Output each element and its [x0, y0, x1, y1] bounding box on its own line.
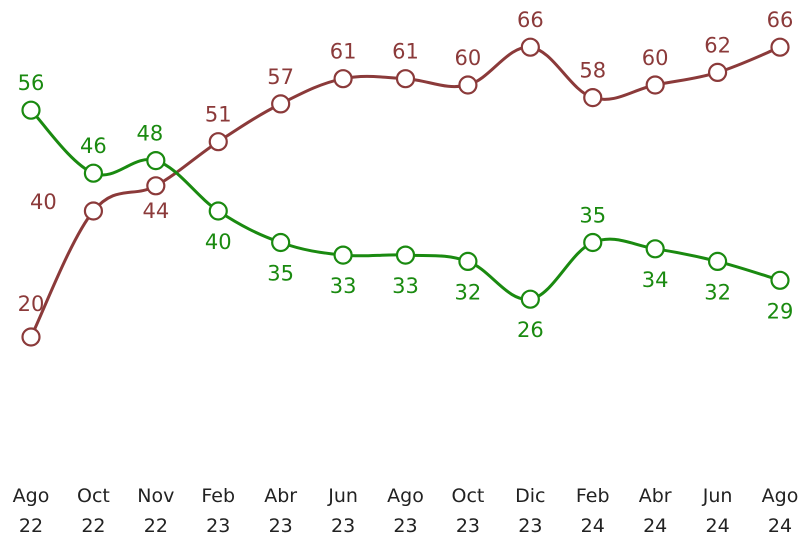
- x-tick-year-6: 23: [331, 515, 355, 537]
- series-1-point-10: [583, 87, 603, 108]
- series-1-point-7: [395, 69, 416, 89]
- series-1-point-4: [208, 132, 228, 152]
- series-2-value-label-11: 34: [642, 268, 669, 292]
- series-2-value-label-8: 32: [455, 280, 482, 304]
- x-tick-month-8: Oct: [451, 485, 484, 507]
- series-1-value-label-2: 40: [30, 190, 57, 214]
- series-1-point-11: [645, 75, 665, 95]
- x-tick-year-4: 23: [206, 515, 230, 537]
- x-tick-year-10: 24: [581, 515, 605, 537]
- x-tick-month-2: Oct: [77, 485, 110, 507]
- x-tick-year-8: 23: [456, 515, 480, 537]
- series-2-point-8: [458, 251, 478, 271]
- series-2-point-7: [395, 245, 416, 265]
- x-tick-month-4: Feb: [201, 485, 235, 507]
- series-1-value-label-8: 60: [455, 46, 482, 70]
- series-2-value-label-10: 35: [579, 204, 606, 228]
- series-1-value-label-9: 66: [517, 8, 544, 32]
- series-2-point-11: [645, 239, 665, 259]
- series-1-value-label-1: 20: [18, 292, 45, 316]
- x-tick-year-5: 23: [269, 515, 293, 537]
- x-tick-year-9: 23: [518, 515, 542, 537]
- series-2-point-9: [520, 289, 540, 309]
- x-tick-month-6: Jun: [327, 485, 358, 507]
- series-2-point-5: [271, 232, 291, 253]
- series-2-value-label-3: 48: [136, 122, 163, 146]
- series-1-value-label-3: 44: [142, 199, 169, 223]
- series-1-point-6: [333, 69, 353, 89]
- x-tick-year-7: 23: [393, 515, 417, 537]
- series-1-point-1: [21, 327, 41, 347]
- series-1-value-label-5: 57: [267, 65, 294, 89]
- series-2-point-12: [707, 251, 728, 271]
- series-1-point-5: [271, 94, 291, 114]
- x-tick-month-7: Ago: [387, 485, 424, 507]
- x-tick-month-13: Ago: [762, 485, 799, 507]
- series-1-point-8: [458, 75, 478, 95]
- series-2-value-label-4: 40: [205, 230, 232, 254]
- x-tick-month-3: Nov: [137, 485, 174, 507]
- series-2-point-2: [83, 163, 104, 183]
- series-2-value-label-2: 46: [80, 134, 107, 158]
- series-1-value-label-7: 61: [392, 40, 419, 64]
- series-2-point-6: [333, 245, 353, 265]
- x-axis: Ago 22 Oct 22 Nov 22 Feb 23 Abr 23 Jun 23 Ago 23 Oct 23…: [13, 485, 799, 537]
- x-tick-month-1: Ago: [13, 485, 50, 507]
- series-2-value-label-1: 56: [18, 71, 45, 95]
- series-2-value-label-9: 26: [517, 318, 544, 342]
- series-2-point-3: [146, 151, 166, 171]
- x-tick-year-12: 24: [705, 515, 729, 537]
- series-1-point-9: [520, 37, 540, 57]
- x-tick-year-1: 22: [19, 515, 43, 537]
- x-tick-year-13: 24: [768, 515, 792, 537]
- x-tick-month-11: Abr: [639, 485, 672, 507]
- series-2-value-label-13: 29: [767, 299, 794, 323]
- series-1-value-label-4: 51: [205, 103, 232, 127]
- series-1-value-label-12: 62: [704, 33, 731, 57]
- series-2-point-13: [770, 270, 790, 290]
- series-1-point-3: [146, 176, 166, 196]
- series-2-point-1: [21, 100, 41, 120]
- series-1-point-13: [770, 37, 790, 57]
- x-tick-month-10: Feb: [576, 485, 610, 507]
- value-label-layer: 20 40 44 51 57 61 61 60 66 58 60 62 66 56 46 48 40 35 33 33…: [18, 8, 794, 342]
- series-1-value-label-10: 58: [579, 59, 606, 83]
- series-1-value-label-13: 66: [767, 8, 794, 32]
- series-1-point-2: [83, 201, 104, 221]
- x-tick-year-11: 24: [643, 515, 667, 537]
- series-1-value-label-6: 61: [330, 40, 357, 64]
- x-tick-year-3: 22: [144, 515, 168, 537]
- x-tick-month-9: Dic: [515, 485, 545, 507]
- series-1-point-12: [707, 62, 728, 83]
- series-2-point-10: [583, 232, 603, 253]
- series-2-value-label-6: 33: [330, 274, 357, 298]
- x-tick-year-2: 22: [81, 515, 105, 537]
- x-tick-month-5: Abr: [264, 485, 297, 507]
- series-2-point-4: [208, 201, 228, 221]
- series-2-value-label-5: 35: [267, 262, 294, 286]
- x-tick-month-12: Jun: [702, 485, 733, 507]
- marker-layer: [21, 37, 790, 347]
- series-2-value-label-12: 32: [704, 280, 731, 304]
- series-2-value-label-7: 33: [392, 274, 419, 298]
- series-1-value-label-11: 60: [642, 46, 669, 70]
